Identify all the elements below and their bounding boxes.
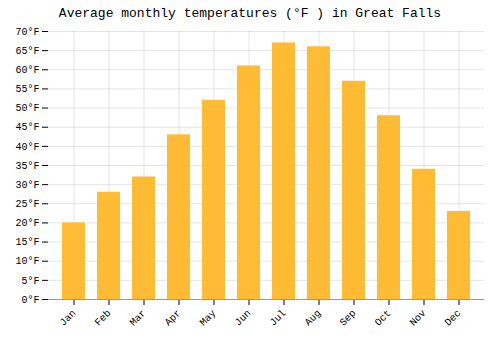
svg-text:25°F: 25°F	[15, 199, 39, 210]
svg-text:Jul: Jul	[268, 308, 289, 329]
svg-text:55°F: 55°F	[15, 84, 39, 95]
svg-text:65°F: 65°F	[15, 46, 39, 57]
svg-text:5°F: 5°F	[21, 276, 39, 287]
svg-text:Dec: Dec	[443, 308, 464, 329]
svg-text:Jun: Jun	[233, 308, 254, 329]
svg-text:0°F: 0°F	[21, 295, 39, 306]
svg-text:40°F: 40°F	[15, 142, 39, 153]
svg-text:10°F: 10°F	[15, 256, 39, 267]
html-text:Average monthly temperatures (: Average monthly temperatures (°F ) in Gr…	[58, 6, 442, 21]
svg-text:Feb: Feb	[93, 308, 114, 329]
svg-text:35°F: 35°F	[15, 161, 39, 172]
svg-text:Jan: Jan	[58, 308, 79, 329]
svg-text:May: May	[198, 308, 219, 329]
svg-text:Sep: Sep	[338, 308, 359, 329]
svg-text:15°F: 15°F	[15, 237, 39, 248]
svg-text:Mar: Mar	[128, 308, 149, 329]
svg-text:70°F: 70°F	[15, 27, 39, 38]
svg-text:60°F: 60°F	[15, 65, 39, 76]
svg-text:50°F: 50°F	[15, 103, 39, 114]
svg-text:20°F: 20°F	[15, 218, 39, 229]
svg-text:Nov: Nov	[408, 308, 429, 329]
svg-text:Aug: Aug	[303, 308, 324, 329]
svg-text:30°F: 30°F	[15, 180, 39, 191]
svg-text:Oct: Oct	[373, 308, 394, 329]
svg-text:45°F: 45°F	[15, 122, 39, 133]
svg-text:Apr: Apr	[163, 308, 184, 329]
